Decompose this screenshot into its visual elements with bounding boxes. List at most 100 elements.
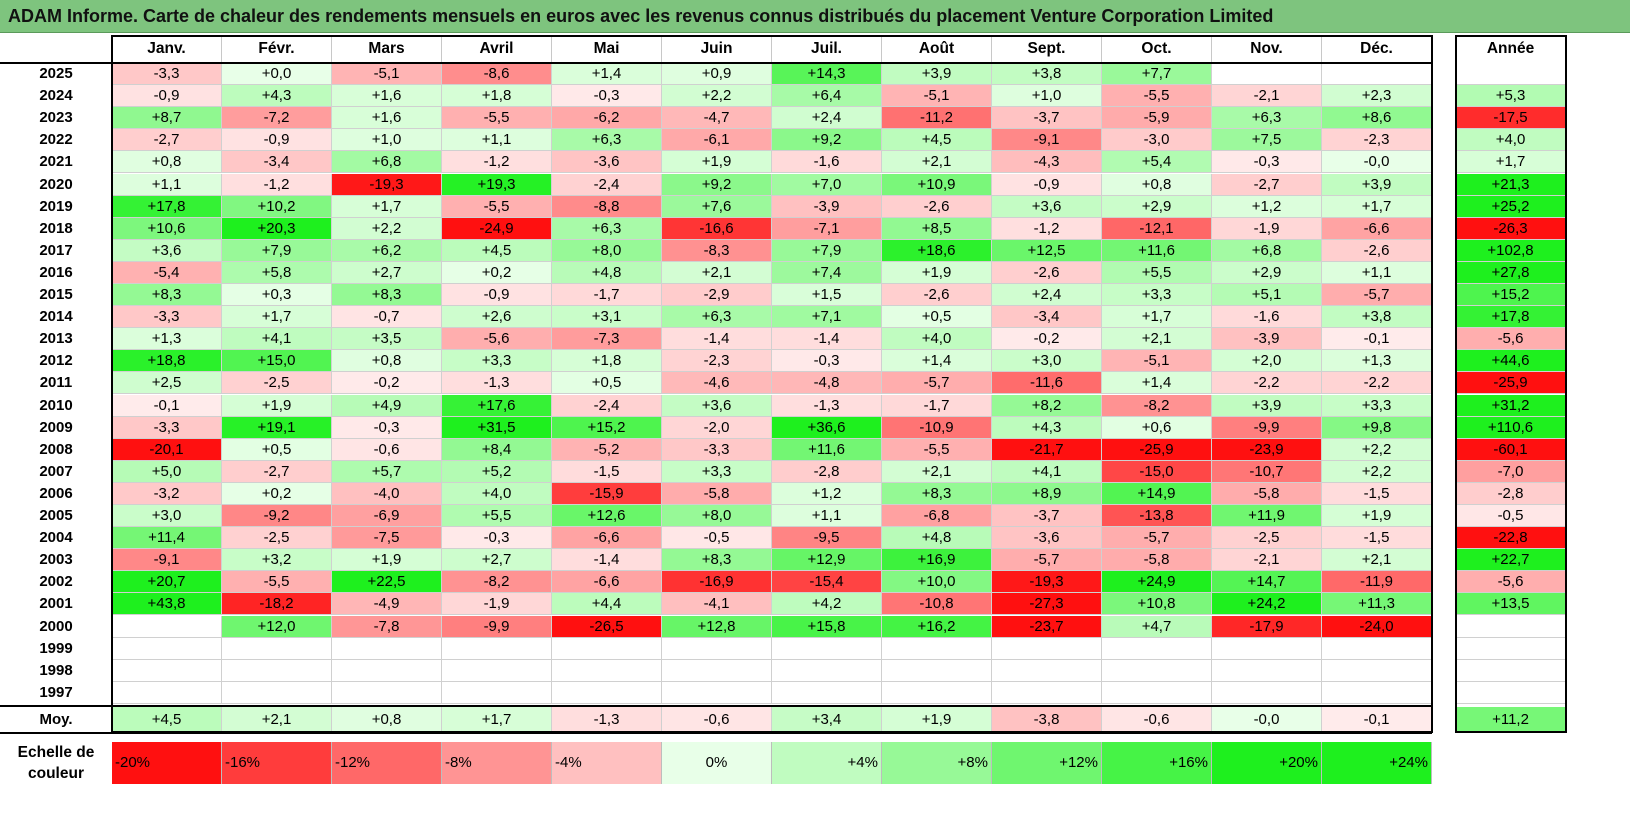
heatmap-cell: +1,1: [112, 173, 222, 196]
color-scale-swatch: +20%: [1212, 742, 1322, 784]
heatmap-cell: +6,3: [1212, 107, 1322, 130]
heatmap-cell: -4,3: [992, 151, 1102, 174]
heatmap-cell: +2,7: [332, 261, 442, 284]
annual-cell: +27,8: [1456, 261, 1566, 284]
annual-cell: +21,3: [1456, 173, 1566, 196]
heatmap-cell: +1,1: [772, 505, 882, 528]
heatmap-cell: -2,6: [1322, 239, 1432, 262]
heatmap-cell: +2,6: [442, 306, 552, 329]
heatmap-cell: +18,6: [882, 239, 992, 262]
year-label: 2019: [39, 197, 73, 215]
month-header: Sept.: [992, 36, 1102, 62]
year-label: 2023: [39, 109, 73, 127]
heatmap-cell: -5,4: [112, 261, 222, 284]
color-scale-label: Echelle de couleur: [0, 742, 112, 784]
heatmap-cell: -3,9: [772, 195, 882, 218]
heatmap-cell: -15,0: [1102, 460, 1212, 483]
annual-cell: -60,1: [1456, 438, 1566, 461]
heatmap-cell: -2,4: [552, 173, 662, 196]
average-cell: -1,3: [552, 706, 662, 732]
heatmap-cell: [772, 637, 882, 660]
heatmap-cell: -1,2: [442, 151, 552, 174]
heatmap-cell: -1,7: [552, 284, 662, 307]
heatmap-cell: -2,5: [222, 527, 332, 550]
heatmap-cell: +3,6: [662, 394, 772, 417]
heatmap-cell: -5,8: [1212, 482, 1322, 505]
heatmap-cell: -1,2: [992, 217, 1102, 240]
heatmap-cell: +4,1: [992, 460, 1102, 483]
heatmap-cell: +3,9: [882, 63, 992, 86]
heatmap-cell: +3,0: [112, 505, 222, 528]
heatmap-cell: +2,1: [1102, 328, 1212, 351]
heatmap-cell: +0,9: [662, 63, 772, 86]
heatmap-cell: +3,1: [552, 306, 662, 329]
heatmap-cell: +3,6: [992, 195, 1102, 218]
heatmap-cell: +1,7: [1322, 195, 1432, 218]
heatmap-cell: -0,1: [1322, 328, 1432, 351]
heatmap-cell: -5,1: [332, 63, 442, 86]
color-scale-swatch: -4%: [552, 742, 662, 784]
heatmap-cell: -15,9: [552, 482, 662, 505]
heatmap-cell: +2,3: [1322, 85, 1432, 108]
heatmap-cell: -21,7: [992, 438, 1102, 461]
heatmap-cell: -2,7: [222, 460, 332, 483]
heatmap-cell: -4,8: [772, 372, 882, 395]
heatmap-cell: -4,6: [662, 372, 772, 395]
heatmap-cell: [222, 681, 332, 704]
heatmap-cell: +17,8: [112, 195, 222, 218]
year-label: 2010: [39, 396, 73, 414]
heatmap-cell: -5,5: [442, 107, 552, 130]
heatmap-cell: +4,3: [992, 416, 1102, 439]
heatmap-cell: [1102, 659, 1212, 682]
heatmap-cell: -5,1: [882, 85, 992, 108]
average-cell: +3,4: [772, 706, 882, 732]
heatmap-cell: +8,9: [992, 482, 1102, 505]
heatmap-cell: -3,7: [992, 505, 1102, 528]
heatmap-cell: +1,4: [1102, 372, 1212, 395]
annual-cell: -5,6: [1456, 328, 1566, 351]
heatmap-cell: -19,3: [992, 571, 1102, 594]
heatmap-cell: -8,2: [1102, 394, 1212, 417]
heatmap-cell: +15,0: [222, 350, 332, 373]
heatmap-cell: -3,3: [112, 306, 222, 329]
heatmap-cell: [662, 659, 772, 682]
heatmap-cell: +10,9: [882, 173, 992, 196]
heatmap-cell: -5,8: [1102, 549, 1212, 572]
heatmap-cell: [1322, 659, 1432, 682]
heatmap-cell: -9,9: [1212, 416, 1322, 439]
annual-cell: -17,5: [1456, 107, 1566, 130]
heatmap-cell: -3,0: [1102, 129, 1212, 152]
heatmap-cell: +1,0: [992, 85, 1102, 108]
year-label: 2011: [39, 374, 73, 392]
heatmap-cell: +16,2: [882, 615, 992, 638]
heatmap-cell: -2,5: [222, 372, 332, 395]
heatmap-cell: -5,6: [442, 328, 552, 351]
heatmap-cell: -1,4: [662, 328, 772, 351]
annual-cell: +4,0: [1456, 129, 1566, 152]
heatmap-cell: -10,7: [1212, 460, 1322, 483]
heatmap-cell: +4,0: [882, 328, 992, 351]
heatmap-cell: -6,2: [552, 107, 662, 130]
heatmap-cell: +6,4: [772, 85, 882, 108]
heatmap-cell: +5,2: [442, 460, 552, 483]
heatmap-cell: +2,7: [442, 549, 552, 572]
heatmap-cell: +1,9: [882, 261, 992, 284]
heatmap-cell: +1,4: [882, 350, 992, 373]
heatmap-cell: [1212, 63, 1322, 86]
heatmap-cell: -1,9: [442, 593, 552, 616]
heatmap-cell: +2,2: [1322, 438, 1432, 461]
annual-cell: +1,7: [1456, 151, 1566, 174]
heatmap-cell: +12,6: [552, 505, 662, 528]
heatmap-cell: -4,9: [332, 593, 442, 616]
heatmap-cell: -2,0: [662, 416, 772, 439]
heatmap-cell: -5,1: [1102, 350, 1212, 373]
heatmap-cell: -27,3: [992, 593, 1102, 616]
heatmap-cell: -5,7: [882, 372, 992, 395]
year-label: 2012: [39, 352, 73, 370]
month-header: Oct.: [1102, 36, 1212, 62]
month-header: Nov.: [1212, 36, 1322, 62]
annual-cell: [1456, 681, 1566, 704]
heatmap-cell: -2,5: [1212, 527, 1322, 550]
heatmap-cell: -0,6: [332, 438, 442, 461]
year-label: 2009: [39, 418, 73, 436]
